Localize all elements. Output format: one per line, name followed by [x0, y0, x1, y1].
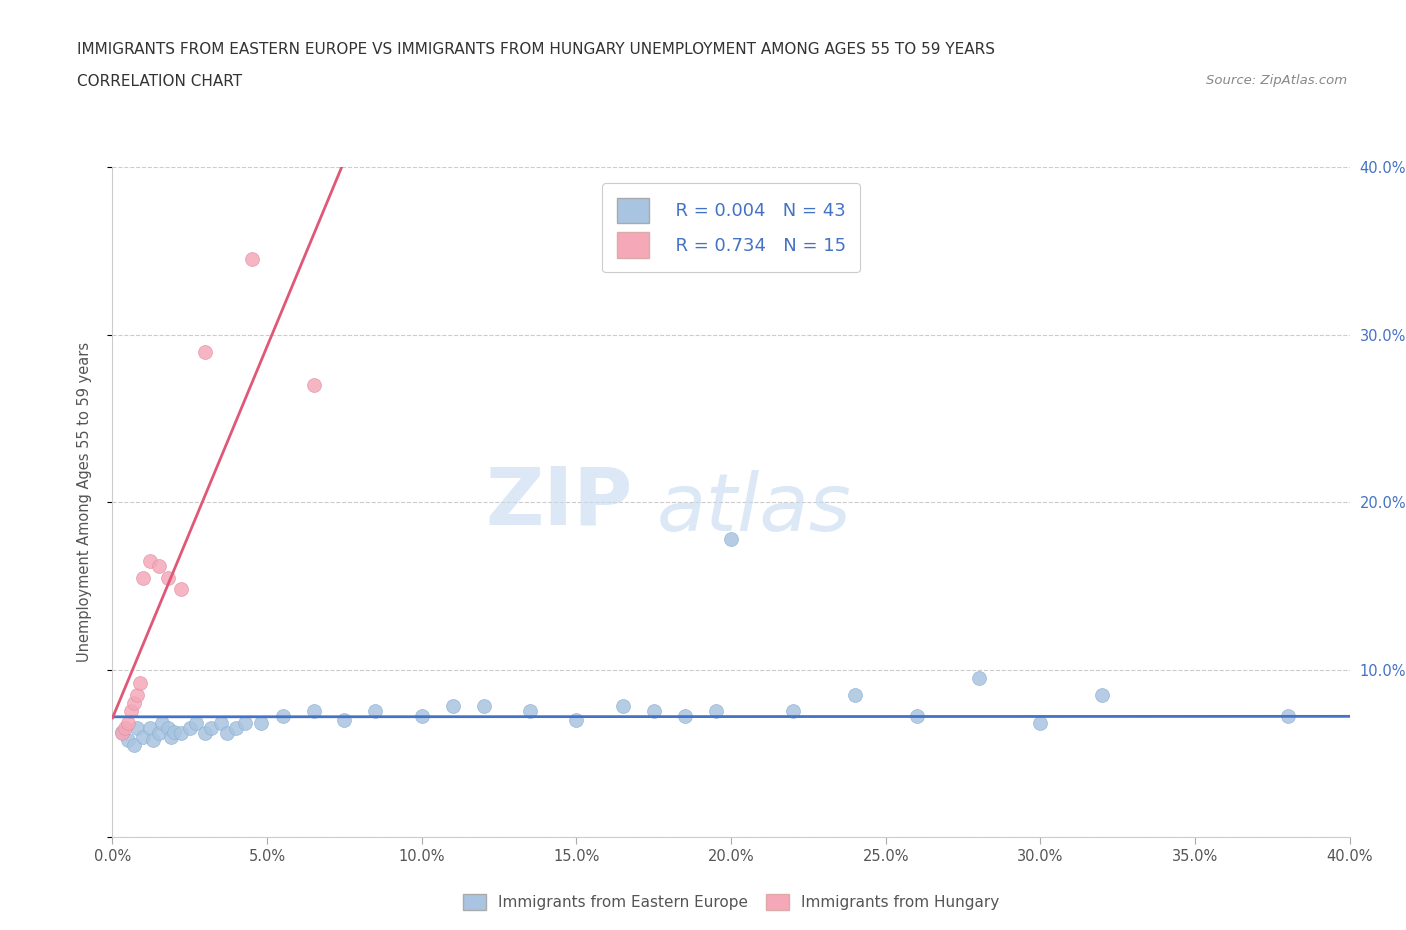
Point: [179, 721, 201, 736]
Point: [240, 252, 263, 267]
Point: [138, 721, 160, 736]
Legend: Immigrants from Eastern Europe, Immigrants from Hungary: Immigrants from Eastern Europe, Immigran…: [457, 888, 1005, 916]
Point: [411, 709, 433, 724]
Point: [844, 687, 866, 702]
Point: [163, 724, 186, 739]
Point: [200, 721, 222, 736]
Point: [967, 671, 990, 685]
Point: [1029, 716, 1052, 731]
Point: [333, 712, 356, 727]
Point: [235, 716, 257, 731]
Point: [132, 729, 155, 744]
Point: [720, 532, 742, 547]
Point: [150, 716, 173, 731]
Point: [122, 696, 145, 711]
Point: [184, 716, 207, 731]
Point: [127, 721, 149, 736]
Point: [565, 712, 588, 727]
Text: IMMIGRANTS FROM EASTERN EUROPE VS IMMIGRANTS FROM HUNGARY UNEMPLOYMENT AMONG AGE: IMMIGRANTS FROM EASTERN EUROPE VS IMMIGR…: [77, 42, 995, 57]
Point: [122, 737, 145, 752]
Point: [250, 716, 273, 731]
Point: [1277, 709, 1299, 724]
Point: [519, 704, 541, 719]
Point: [169, 725, 191, 740]
Point: [673, 709, 696, 724]
Point: [704, 704, 727, 719]
Point: [157, 570, 180, 585]
Point: [225, 721, 247, 736]
Point: [148, 725, 170, 740]
Point: [169, 582, 191, 597]
Point: [127, 687, 149, 702]
Point: [138, 553, 160, 568]
Point: [209, 716, 232, 731]
Point: [194, 725, 217, 740]
Point: [215, 725, 238, 740]
Point: [364, 704, 387, 719]
Point: [302, 378, 325, 392]
Point: [114, 721, 136, 736]
Point: [472, 699, 495, 714]
Point: [142, 733, 165, 748]
Y-axis label: Unemployment Among Ages 55 to 59 years: Unemployment Among Ages 55 to 59 years: [77, 342, 91, 662]
Point: [117, 716, 139, 731]
Point: [905, 709, 928, 724]
Text: atlas: atlas: [657, 470, 852, 548]
Text: Source: ZipAtlas.com: Source: ZipAtlas.com: [1206, 74, 1347, 87]
Point: [120, 704, 142, 719]
Point: [160, 729, 183, 744]
Point: [148, 558, 170, 573]
Point: [782, 704, 804, 719]
Point: [643, 704, 665, 719]
Point: [1091, 687, 1114, 702]
Point: [132, 570, 155, 585]
Point: [194, 344, 217, 359]
Point: [117, 733, 139, 748]
Point: [111, 725, 134, 740]
Point: [441, 699, 464, 714]
Point: [302, 704, 325, 719]
Point: [271, 709, 294, 724]
Point: [111, 724, 134, 739]
Text: ZIP: ZIP: [485, 463, 633, 541]
Point: [612, 699, 634, 714]
Text: CORRELATION CHART: CORRELATION CHART: [77, 74, 242, 89]
Point: [157, 721, 180, 736]
Point: [129, 675, 152, 690]
